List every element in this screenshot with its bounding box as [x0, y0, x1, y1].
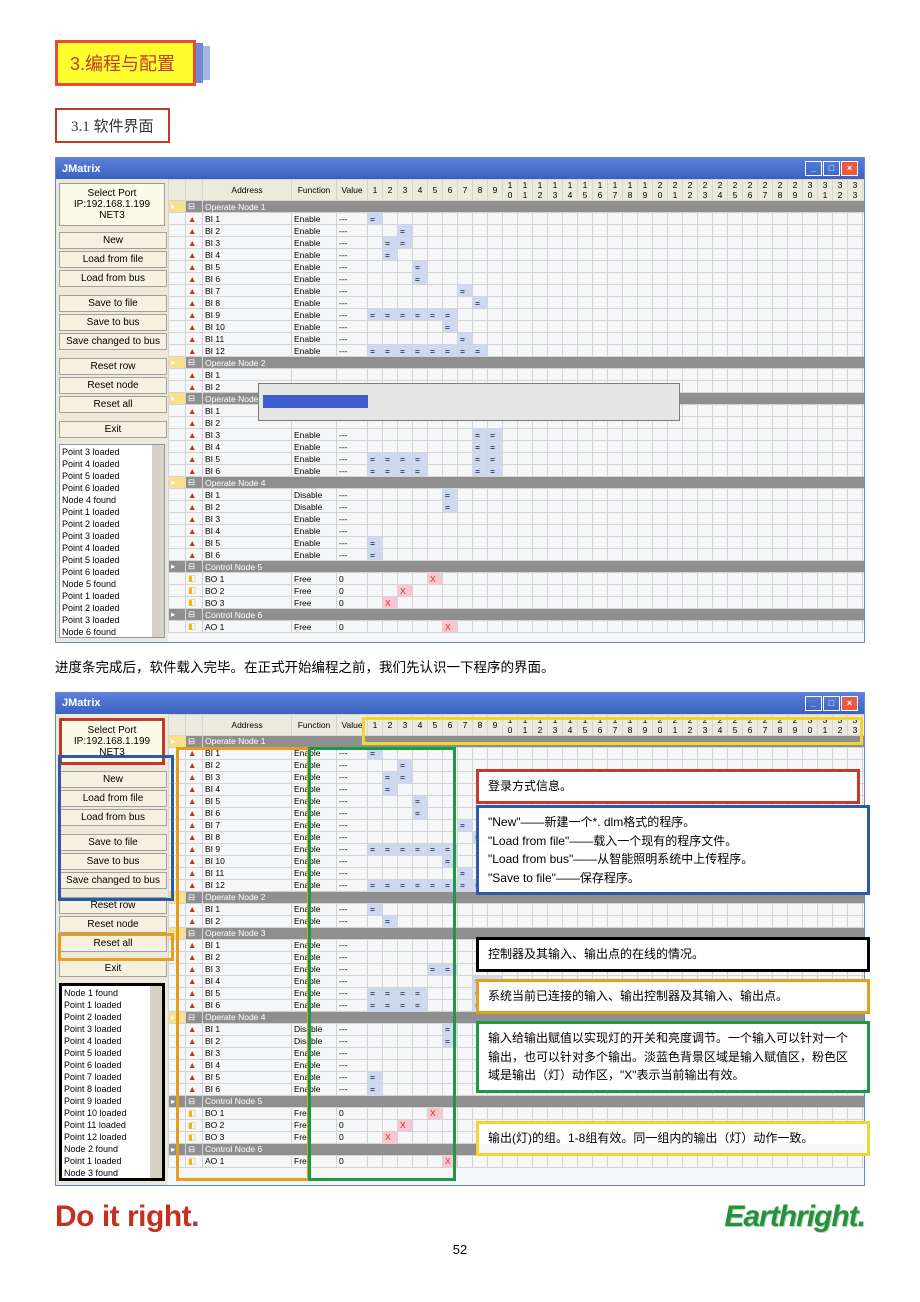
app-title: JMatrix: [62, 163, 101, 175]
section-title: 编程与配置: [85, 54, 175, 74]
app-window-2: JMatrix _□× Select Port IP:192.168.1.199…: [55, 692, 865, 1186]
status-line: Point 4 loaded: [62, 458, 162, 470]
sidebar-button[interactable]: Exit: [59, 421, 167, 438]
sidebar-button[interactable]: Reset node: [59, 916, 167, 933]
status-line: Node 3 found: [64, 1167, 160, 1179]
annotation-green: 输入给输出赋值以实现灯的开关和亮度调节。一个输入可以针对一个输出，也可以针对多个…: [476, 1021, 870, 1093]
progress-dialog: [258, 383, 680, 421]
window-buttons: _□×: [804, 161, 858, 176]
status-line: Point 10 loaded: [64, 1107, 160, 1119]
status-line: Point 4 loaded: [62, 542, 162, 554]
footer: Do it right. Earthright.: [55, 1200, 865, 1234]
status-line: Point 1 loaded: [62, 590, 162, 602]
sidebar-button[interactable]: Save to bus: [59, 314, 167, 331]
port-label: Select Port: [65, 725, 159, 736]
window-buttons: _□×: [804, 696, 858, 711]
status-line: Point 6 loaded: [62, 566, 162, 578]
status-line: Point 12 loaded: [64, 1131, 160, 1143]
sidebar-button[interactable]: Reset all: [59, 396, 167, 413]
sidebar-button[interactable]: Save changed to bus: [59, 333, 167, 350]
port-box[interactable]: Select Port IP:192.168.1.199 NET3: [59, 183, 165, 226]
sidebar-button[interactable]: Reset node: [59, 377, 167, 394]
hl-yellow-top: [362, 717, 863, 745]
status-line: Point 5 loaded: [64, 1047, 160, 1059]
port-value: IP:192.168.1.199 NET3: [63, 199, 161, 221]
status-line: Point 2 loaded: [64, 1011, 160, 1023]
status-line: Point 9 loaded: [64, 1095, 160, 1107]
titlebar: JMatrix _□×: [56, 158, 864, 179]
status-line: Node 4 found: [62, 494, 162, 506]
status-line: Point 1 loaded: [64, 1179, 160, 1181]
sidebar-button[interactable]: Exit: [59, 960, 167, 977]
subsection-header: 3.1 软件界面: [55, 108, 170, 143]
status-line: Node 5 found: [62, 578, 162, 590]
hl-green-mid: [308, 747, 456, 1181]
annotation-yellow: 输出(灯)的组。1-8组有效。同一组内的输出（灯）动作一致。: [476, 1121, 870, 1156]
footer-right: Earthright.: [724, 1200, 865, 1234]
sidebar-button[interactable]: Load from bus: [59, 270, 167, 287]
close-icon[interactable]: ×: [841, 161, 858, 176]
status-line: Point 7 loaded: [64, 1071, 160, 1083]
status-line: Node 2 found: [64, 1143, 160, 1155]
sidebar: Select Port IP:192.168.1.199 NET3 New Loa…: [56, 179, 168, 642]
hl-orange-left: [176, 747, 310, 1181]
sidebar-button[interactable]: Load from file: [59, 251, 167, 268]
annotation-blue: "New"——新建一个*. dlm格式的程序。 "Load from file"…: [476, 805, 870, 895]
sidebar-button[interactable]: Save to file: [59, 295, 167, 312]
status-line: Point 6 loaded: [62, 482, 162, 494]
sidebar-button[interactable]: New: [59, 232, 167, 249]
status-line: Point 1 loaded: [62, 506, 162, 518]
status-line: Point 5 loaded: [62, 470, 162, 482]
status-list: Node 1 foundPoint 1 loadedPoint 2 loaded…: [59, 983, 165, 1181]
section-header: 3.编程与配置: [55, 40, 196, 86]
section-num: 3.: [70, 54, 85, 74]
hl-blue-btns: [58, 755, 174, 901]
app-window-1: JMatrix _□× Select Port IP:192.168.1.199…: [55, 157, 865, 643]
status-line: Point 11 loaded: [64, 1119, 160, 1131]
status-line: Point 1 loaded: [64, 999, 160, 1011]
titlebar: JMatrix _□×: [56, 693, 864, 714]
status-line: Point 3 loaded: [64, 1023, 160, 1035]
body-text: 进度条完成后，软件载入完毕。在正式开始编程之前，我们先认识一下程序的界面。: [55, 657, 865, 680]
maximize-icon[interactable]: □: [823, 696, 840, 711]
status-line: Point 1 loaded: [64, 1155, 160, 1167]
annotation-red: 登录方式信息。: [476, 769, 860, 804]
maximize-icon[interactable]: □: [823, 161, 840, 176]
status-line: Point 6 loaded: [64, 1059, 160, 1071]
port-label: Select Port: [63, 188, 161, 199]
status-line: Point 8 loaded: [64, 1083, 160, 1095]
status-line: Node 1 found: [64, 987, 160, 999]
annotation-orange: 系统当前已连接的输入、输出控制器及其输入、输出点。: [476, 979, 870, 1014]
close-icon[interactable]: ×: [841, 696, 858, 711]
sidebar-button[interactable]: Reset row: [59, 358, 167, 375]
progress-bar: [263, 395, 368, 408]
page-number: 52: [55, 1242, 865, 1257]
annotation-black: 控制器及其输入、输出点的在线的情况。: [476, 937, 870, 972]
minimize-icon[interactable]: _: [805, 161, 822, 176]
status-line: Point 3 loaded: [62, 446, 162, 458]
status-line: Point 2 loaded: [62, 518, 162, 530]
status-list: Point 3 loadedPoint 4 loadedPoint 5 load…: [59, 444, 165, 638]
app-title: JMatrix: [62, 697, 101, 709]
status-line: Point 4 loaded: [64, 1035, 160, 1047]
minimize-icon[interactable]: _: [805, 696, 822, 711]
status-line: Point 2 loaded: [62, 602, 162, 614]
main-grid: AddressFunctionValue12345678910111213141…: [168, 179, 864, 642]
hl-orange-exit: [58, 933, 174, 961]
button-group: New Load from file Load from bus Save to fi…: [59, 232, 165, 438]
status-line: Point 5 loaded: [62, 554, 162, 566]
footer-left: Do it right.: [55, 1200, 199, 1234]
status-line: Node 6 found: [62, 626, 162, 638]
status-line: Point 3 loaded: [62, 530, 162, 542]
status-line: Point 3 loaded: [62, 614, 162, 626]
